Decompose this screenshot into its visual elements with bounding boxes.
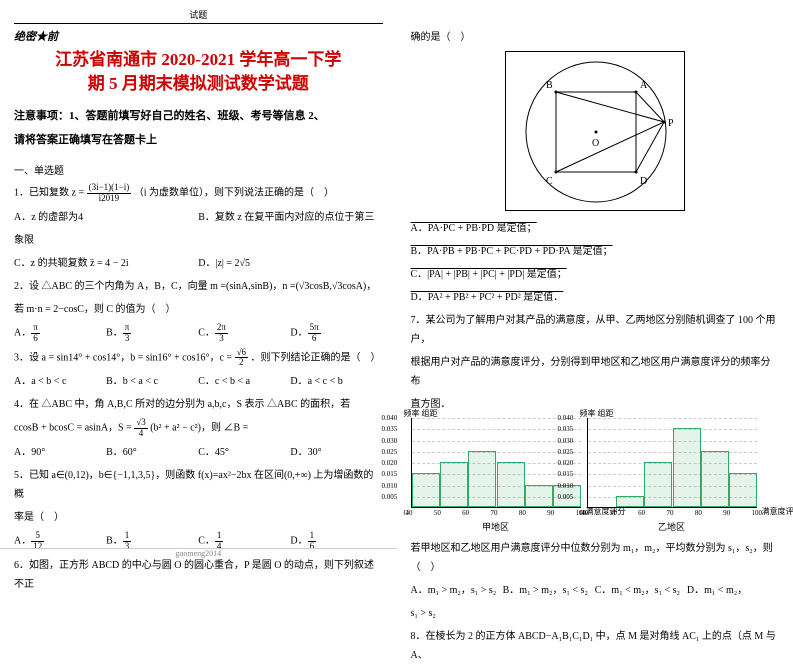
histogram-b: 频率 组距 满意度评分 0.0400.0350.0300.0250.0200.0… <box>587 418 757 508</box>
circle-square-svg: B A D C O P <box>506 52 686 212</box>
exam-page: 试题 绝密★前 江苏省南通市 2020-2021 学年高一下学 期 5 月期末模… <box>0 0 793 560</box>
secret-mark: 绝密★前 <box>14 28 383 44</box>
q4-options: A．90° B．60° C．45° D．30° <box>14 443 383 462</box>
q1-tail: （i 为虚数单位），则下列说法正确的是（ ） <box>134 188 334 199</box>
q6-opt-b: B．PA·PB + PB·PC + PC·PD + PD·PA 是定值； <box>411 242 780 261</box>
q3-options: A．a < b < c B．b < a < c C．c < b < a D．a … <box>14 372 383 391</box>
q4-opt-b: B．60° <box>106 443 198 462</box>
q6-opt-a: A．PA·PC + PB·PD 是定值； <box>411 219 780 238</box>
question-4b: ccosB + bcosC = asinA，S = √34 (b² + a² −… <box>14 418 383 439</box>
question-7d: 若甲地区和乙地区用户满意度评分中位数分别为 m₁，m₂，平均数分别为 s₁，s₂… <box>411 539 780 577</box>
histogram-row: 频率 组距 满意度评分 0.0400.0350.0300.0250.0200.0… <box>411 418 780 533</box>
q2-opt-c: C．2π3 <box>198 323 290 344</box>
notice-1: 1、答题前填写好自己的姓名、班级、考号等信息 2、 <box>69 110 325 122</box>
svg-text:A: A <box>640 80 648 91</box>
q7-opt-a: A．m₁ > m₂，s₁ > s₂ <box>411 581 503 600</box>
q7-opt-c: C．m₁ < m₂，s₁ < s₂ <box>595 581 687 600</box>
notice-block: 注意事项：1、答题前填写好自己的姓名、班级、考号等信息 2、 请将答案正确填写在… <box>14 104 383 152</box>
q1-opt-b-cont: 象限 <box>14 231 383 250</box>
q7-options: A．m₁ > m₂，s₁ > s₂ B．m₁ > m₂，s₁ < s₂ C．m₁… <box>411 581 780 600</box>
q3-opt-d: D．a < c < b <box>290 372 382 391</box>
q7-opt-d: D．m₁ < m₂， <box>687 581 779 600</box>
notice-2: 请将答案正确填写在答题卡上 <box>14 134 157 146</box>
q4-opt-a: A．90° <box>14 443 106 462</box>
svg-text:C: C <box>546 176 553 187</box>
exam-title: 江苏省南通市 2020-2021 学年高一下学 期 5 月期末模拟测试数学试题 <box>14 48 383 96</box>
histo-a-wrap: 频率 组距 满意度评分 0.0400.0350.0300.0250.0200.0… <box>411 418 581 533</box>
question-4: 4．在 △ABC 中，角 A,B,C 所对的边分别为 a,b,c，S 表示 △A… <box>14 395 383 414</box>
question-1: 1．已知复数 z = (3i−1)(1−i)i2019 （i 为虚数单位），则下… <box>14 183 383 204</box>
region-b-label: 乙地区 <box>587 520 757 533</box>
page-footer: guomeng2014 <box>0 548 397 558</box>
question-7a: 7．某公司为了解用户对其产品的满意度，从甲、乙两地区分别随机调查了 100 个用… <box>411 311 780 349</box>
notice-label: 注意事项： <box>14 110 69 122</box>
question-2b: 若 m·n = 2−cosC，则 C 的值为（ ） <box>14 300 383 319</box>
question-3: 3．设 a = sin14° + cos14°，b = sin16° + cos… <box>14 348 383 369</box>
question-6: 6．如图，正方形 ABCD 的中心与圆 O 的圆心重合，P 是圆 O 的动点，则… <box>14 556 383 594</box>
q1-opt-d: D．|z| = 2√5 <box>198 254 382 273</box>
svg-text:O: O <box>592 138 599 149</box>
svg-text:B: B <box>546 80 553 91</box>
question-8: 8．在棱长为 2 的正方体 ABCD−A₁B₁C₁D₁ 中，点 M 是对角线 A… <box>411 627 780 665</box>
right-column: 试题 确的是（ ） BADCOP A．PA·PC + PB·PD 是定值； B．… <box>397 0 793 560</box>
q7-opt-b: B．m₁ > m₂，s₁ < s₂ <box>503 581 595 600</box>
q3-opt-b: B．b < a < c <box>106 372 198 391</box>
svg-text:D: D <box>640 176 647 187</box>
q6-diagram: B A D C O P <box>505 51 685 211</box>
question-5b: 率是（ ） <box>14 508 383 527</box>
left-column: 试题 绝密★前 江苏省南通市 2020-2021 学年高一下学 期 5 月期末模… <box>0 0 397 560</box>
histogram-a: 频率 组距 满意度评分 0.0400.0350.0300.0250.0200.0… <box>411 418 581 508</box>
title-line-1: 江苏省南通市 2020-2021 学年高一下学 <box>14 48 383 72</box>
q6-tail: 确的是（ ） <box>411 28 780 47</box>
q1-fraction: (3i−1)(1−i)i2019 <box>87 183 132 204</box>
q6-opt-c: C．|PA| + |PB| + |PC| + |PD| 是定值； <box>411 265 780 284</box>
q4-opt-d: D．30° <box>290 443 382 462</box>
q3-opt-c: C．c < b < a <box>198 372 290 391</box>
q2-options: A．π6 B．π3 C．2π3 D．5π6 <box>14 323 383 344</box>
page-header: 试题 <box>14 8 383 24</box>
q1-stem: 1．已知复数 z = <box>14 188 84 199</box>
q1-options-row1: A．z 的虚部为4 B．复数 z 在复平面内对应的点位于第三 <box>14 208 383 227</box>
q2-opt-a: A．π6 <box>14 323 106 344</box>
q1-options-row2: C．z 的共轭复数 z̄ = 4 − 2i D．|z| = 2√5 <box>14 254 383 273</box>
x-axis-label-b: 满意度评分 <box>762 506 793 517</box>
svg-text:P: P <box>668 118 674 129</box>
q1-opt-a: A．z 的虚部为4 <box>14 208 198 227</box>
q4-opt-c: C．45° <box>198 443 290 462</box>
question-7b: 根据用户对产品的满意度评分，分别得到甲地区和乙地区用户满意度评分的频率分布 <box>411 353 780 391</box>
q7-opt-d2: s₁ > s₂ <box>411 604 780 623</box>
q1-opt-b: B．复数 z 在复平面内对应的点位于第三 <box>198 208 382 227</box>
q3-opt-a: A．a < b < c <box>14 372 106 391</box>
region-a-label: 甲地区 <box>411 520 581 533</box>
section-1-head: 一、单选题 <box>14 162 383 177</box>
question-2: 2．设 △ABC 的三个内角为 A，B，C，向量 m =(sinA,sinB)，… <box>14 277 383 296</box>
q2-opt-d: D．5π6 <box>290 323 382 344</box>
q2-opt-b: B．π3 <box>106 323 198 344</box>
title-line-2: 期 5 月期末模拟测试数学试题 <box>14 72 383 96</box>
q6-opt-d: D．PA² + PB² + PC² + PD² 是定值． <box>411 288 780 307</box>
histo-b-wrap: 频率 组距 满意度评分 0.0400.0350.0300.0250.0200.0… <box>587 418 757 533</box>
question-5: 5．已知 a∈(0,12)，b∈{−1,1,3,5}，则函数 f(x)=ax²−… <box>14 466 383 504</box>
q1-opt-c: C．z 的共轭复数 z̄ = 4 − 2i <box>14 254 198 273</box>
